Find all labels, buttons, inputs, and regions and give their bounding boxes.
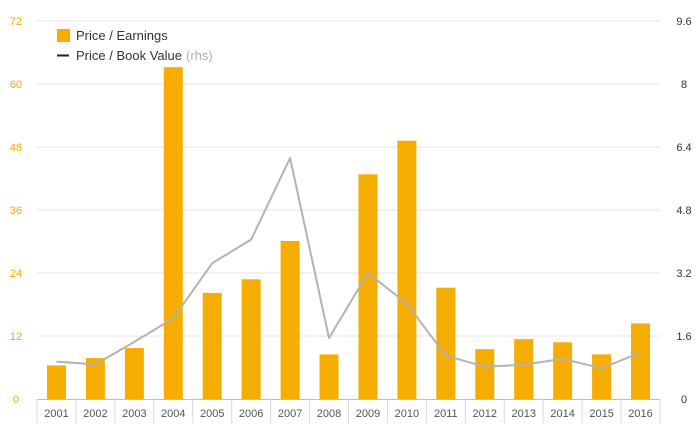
- y-right-tick-label: 3.2: [676, 268, 691, 280]
- x-tick-label: 2010: [395, 408, 419, 420]
- x-tick-label: 2008: [317, 408, 341, 420]
- x-tick-label: 2009: [356, 408, 380, 420]
- x-tick-label: 2006: [239, 408, 263, 420]
- y-left-tick-label: 60: [10, 79, 22, 91]
- bar-price-earnings: [514, 339, 534, 399]
- y-right-tick-label: 0: [681, 394, 687, 406]
- y-left-tick-label: 48: [10, 142, 22, 154]
- gridlines: [37, 20, 660, 337]
- line-series-price-book: [56, 157, 641, 370]
- legend-label-price-book: Price / Book Value (rhs): [76, 48, 213, 63]
- y-left-tick-label: 72: [10, 16, 22, 28]
- x-tick-label: 2014: [550, 408, 574, 420]
- y-right-tick-label: 1.6: [676, 331, 691, 343]
- legend: Price / Earnings Price / Book Value (rhs): [57, 28, 213, 63]
- y-left-tick-label: 24: [10, 268, 22, 280]
- bar-price-earnings: [553, 342, 573, 399]
- bar-price-earnings: [631, 323, 651, 399]
- bar-price-earnings: [358, 174, 378, 399]
- y-right-tick-label: 8: [681, 79, 687, 91]
- y-right-tick-label: 6.4: [676, 142, 691, 154]
- x-tick-label: 2005: [200, 408, 224, 420]
- bar-price-earnings: [592, 354, 612, 399]
- y-left-tick-label: 36: [10, 205, 22, 217]
- x-tick-label: 2015: [589, 408, 613, 420]
- bar-price-earnings: [46, 365, 66, 399]
- bar-price-earnings: [163, 67, 183, 399]
- y-right-tick-label: 9.6: [676, 16, 691, 28]
- line-price-book: [56, 157, 641, 370]
- axes: 0 12 24 36 48 60 72 0 1.6 3.2 4.8 6.4 8 9.6 2001 2002 20…: [10, 16, 692, 423]
- bar-price-earnings: [280, 240, 300, 399]
- bar-price-earnings: [202, 292, 222, 399]
- x-tick-label: 2016: [628, 408, 652, 420]
- bar-price-earnings: [397, 140, 417, 399]
- x-tick-label: 2007: [278, 408, 302, 420]
- x-tick-label: 2001: [44, 408, 68, 420]
- y-left-tick-label: 0: [13, 394, 19, 406]
- x-tick-label: 2011: [434, 408, 458, 420]
- y-right-tick-label: 4.8: [676, 205, 691, 217]
- bar-price-earnings: [436, 287, 456, 399]
- x-tick-label: 2004: [161, 408, 185, 420]
- x-tick-label: 2003: [122, 408, 146, 420]
- bar-price-earnings: [319, 354, 339, 399]
- legend-label-price-earnings: Price / Earnings: [76, 28, 168, 43]
- bar-series-price-earnings: [46, 67, 651, 399]
- x-tick-label: 2002: [83, 408, 107, 420]
- bar-price-earnings: [475, 349, 495, 399]
- y-left-tick-label: 12: [10, 331, 22, 343]
- bar-price-earnings: [85, 358, 105, 399]
- legend-swatch-price-earnings: [57, 29, 70, 42]
- x-tick-label: 2013: [511, 408, 535, 420]
- x-tick-label: 2012: [473, 408, 497, 420]
- bar-price-earnings: [124, 348, 144, 399]
- legend-label-price-book-suffix: (rhs): [186, 48, 213, 63]
- bar-price-earnings: [241, 279, 261, 399]
- legend-label-price-book-name: Price / Book Value: [76, 48, 182, 63]
